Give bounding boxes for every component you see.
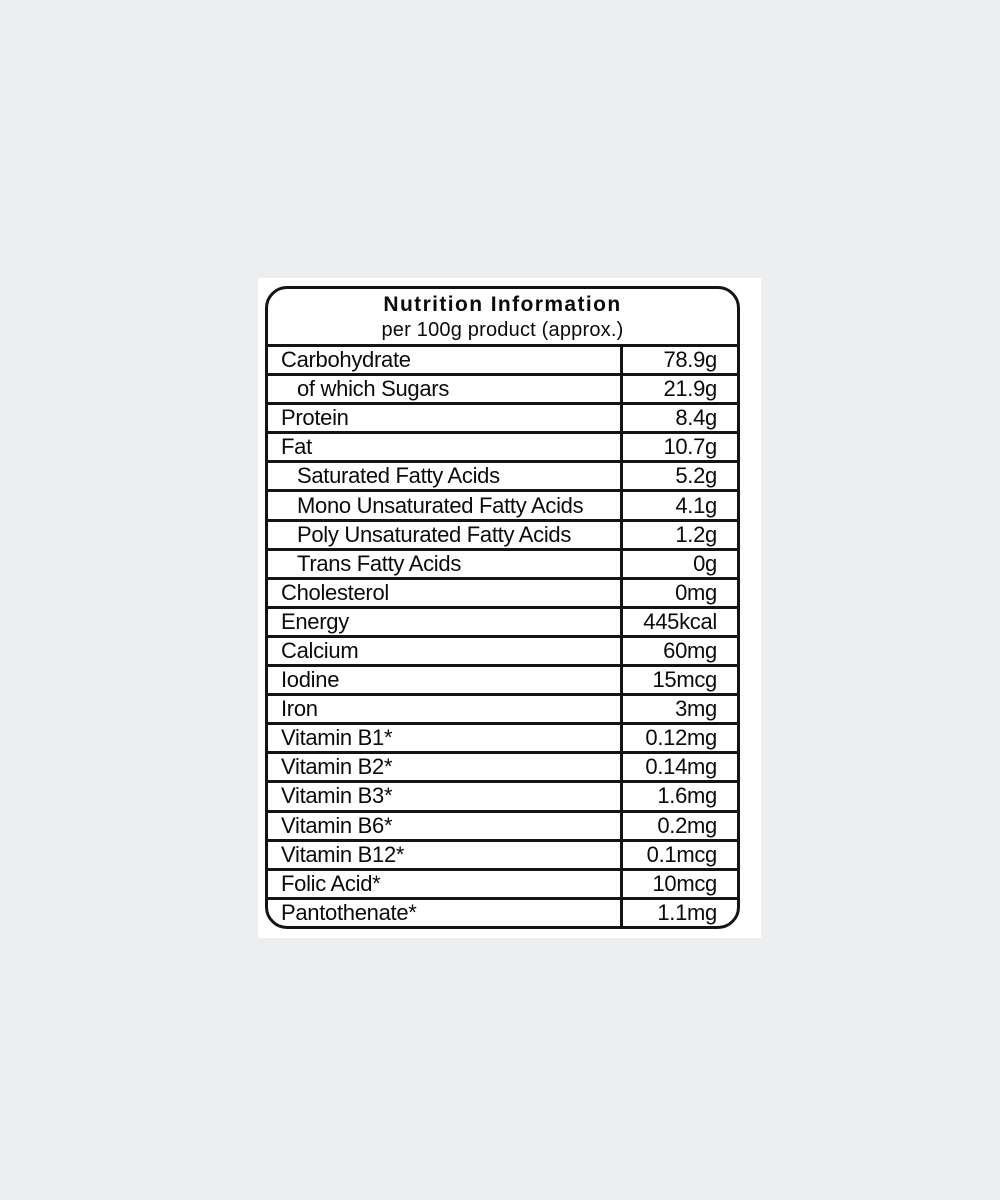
table-row: Iodine 15mcg <box>268 664 737 694</box>
table-row: Iron 3mg <box>268 693 737 723</box>
nutrient-value: 0.12mg <box>620 725 737 752</box>
nutrient-name: Pantothenate* <box>281 899 417 925</box>
nutrient-name: Trans Fatty Acids <box>297 550 462 576</box>
nutrient-name: Cholesterol <box>281 579 389 605</box>
nutrient-name: Mono Unsaturated Fatty Acids <box>297 492 584 518</box>
table-row: Carbohydrate 78.9g <box>268 344 737 374</box>
nutrient-name: Folic Acid* <box>281 870 381 896</box>
nutrient-value: 0mg <box>620 579 737 606</box>
nutrient-value: 4.1g <box>620 492 737 519</box>
nutrient-value: 1.2g <box>620 521 737 548</box>
table-row: Vitamin B12* 0.1mcg <box>268 838 737 868</box>
table-row: Vitamin B6* 0.2mg <box>268 809 737 839</box>
nutrient-value: 15mcg <box>620 667 737 694</box>
table-row: Fat 10.7g <box>268 431 737 461</box>
nutrient-value: 3mg <box>620 696 737 723</box>
nutrient-value: 21.9g <box>620 376 737 403</box>
nutrient-name: Iodine <box>281 667 340 693</box>
nutrient-value: 1.6mg <box>620 783 737 810</box>
nutrient-name: of which Sugars <box>297 376 450 402</box>
nutrient-name: Vitamin B2* <box>281 754 393 780</box>
nutrition-table: Nutrition Information per 100g product (… <box>265 286 740 929</box>
table-row: Pantothenate* 1.1mg <box>268 896 737 926</box>
nutrient-value: 8.4g <box>620 405 737 432</box>
nutrient-name: Energy <box>281 608 349 634</box>
table-row: Mono Unsaturated Fatty Acids 4.1g <box>268 489 737 519</box>
nutrition-subtitle: per 100g product (approx.) <box>381 319 624 341</box>
table-row: Calcium 60mg <box>268 634 737 665</box>
nutrient-name: Protein <box>281 405 349 431</box>
table-row: Folic Acid* 10mcg <box>268 867 737 897</box>
nutrient-value: 0.2mg <box>620 812 737 839</box>
nutrient-value: 78.9g <box>620 347 737 374</box>
table-row: Poly Unsaturated Fatty Acids 1.2g <box>268 518 737 548</box>
nutrition-title: Nutrition Information <box>383 293 622 316</box>
nutrient-name: Vitamin B1* <box>281 725 393 751</box>
table-row: Energy 445kcal <box>268 605 737 635</box>
nutrient-value: 0.14mg <box>620 754 737 781</box>
nutrient-value: 10mcg <box>620 870 737 897</box>
nutrient-name: Vitamin B3* <box>281 783 393 809</box>
product-label-panel: Nutrition Information per 100g product (… <box>258 278 761 938</box>
nutrient-value: 445kcal <box>620 608 737 635</box>
nutrient-value: 1.1mg <box>620 899 737 926</box>
table-row: Saturated Fatty Acids 5.2g <box>268 460 737 490</box>
nutrient-value: 10.7g <box>620 434 737 461</box>
nutrient-value: 0.1mcg <box>620 841 737 868</box>
nutrient-name: Poly Unsaturated Fatty Acids <box>297 521 572 547</box>
table-row: Vitamin B1* 0.12mg <box>268 722 737 752</box>
table-row: Vitamin B2* 0.14mg <box>268 751 737 781</box>
nutrient-name: Carbohydrate <box>281 347 411 373</box>
nutrient-name: Calcium <box>281 637 359 663</box>
nutrient-name: Fat <box>281 434 312 460</box>
nutrient-name: Saturated Fatty Acids <box>297 463 500 489</box>
nutrition-table-header: Nutrition Information per 100g product (… <box>268 289 737 344</box>
table-row: Trans Fatty Acids 0g <box>268 547 737 577</box>
nutrient-value: 60mg <box>620 637 737 665</box>
nutrient-name: Iron <box>281 696 318 722</box>
nutrient-value: 0g <box>620 550 737 577</box>
nutrient-name: Vitamin B6* <box>281 812 393 838</box>
nutrient-value: 5.2g <box>620 463 737 490</box>
table-row: Cholesterol 0mg <box>268 576 737 606</box>
table-row: of which Sugars 21.9g <box>268 373 737 403</box>
nutrient-name: Vitamin B12* <box>281 841 405 867</box>
table-row: Vitamin B3* 1.6mg <box>268 780 737 810</box>
table-row: Protein 8.4g <box>268 402 737 432</box>
